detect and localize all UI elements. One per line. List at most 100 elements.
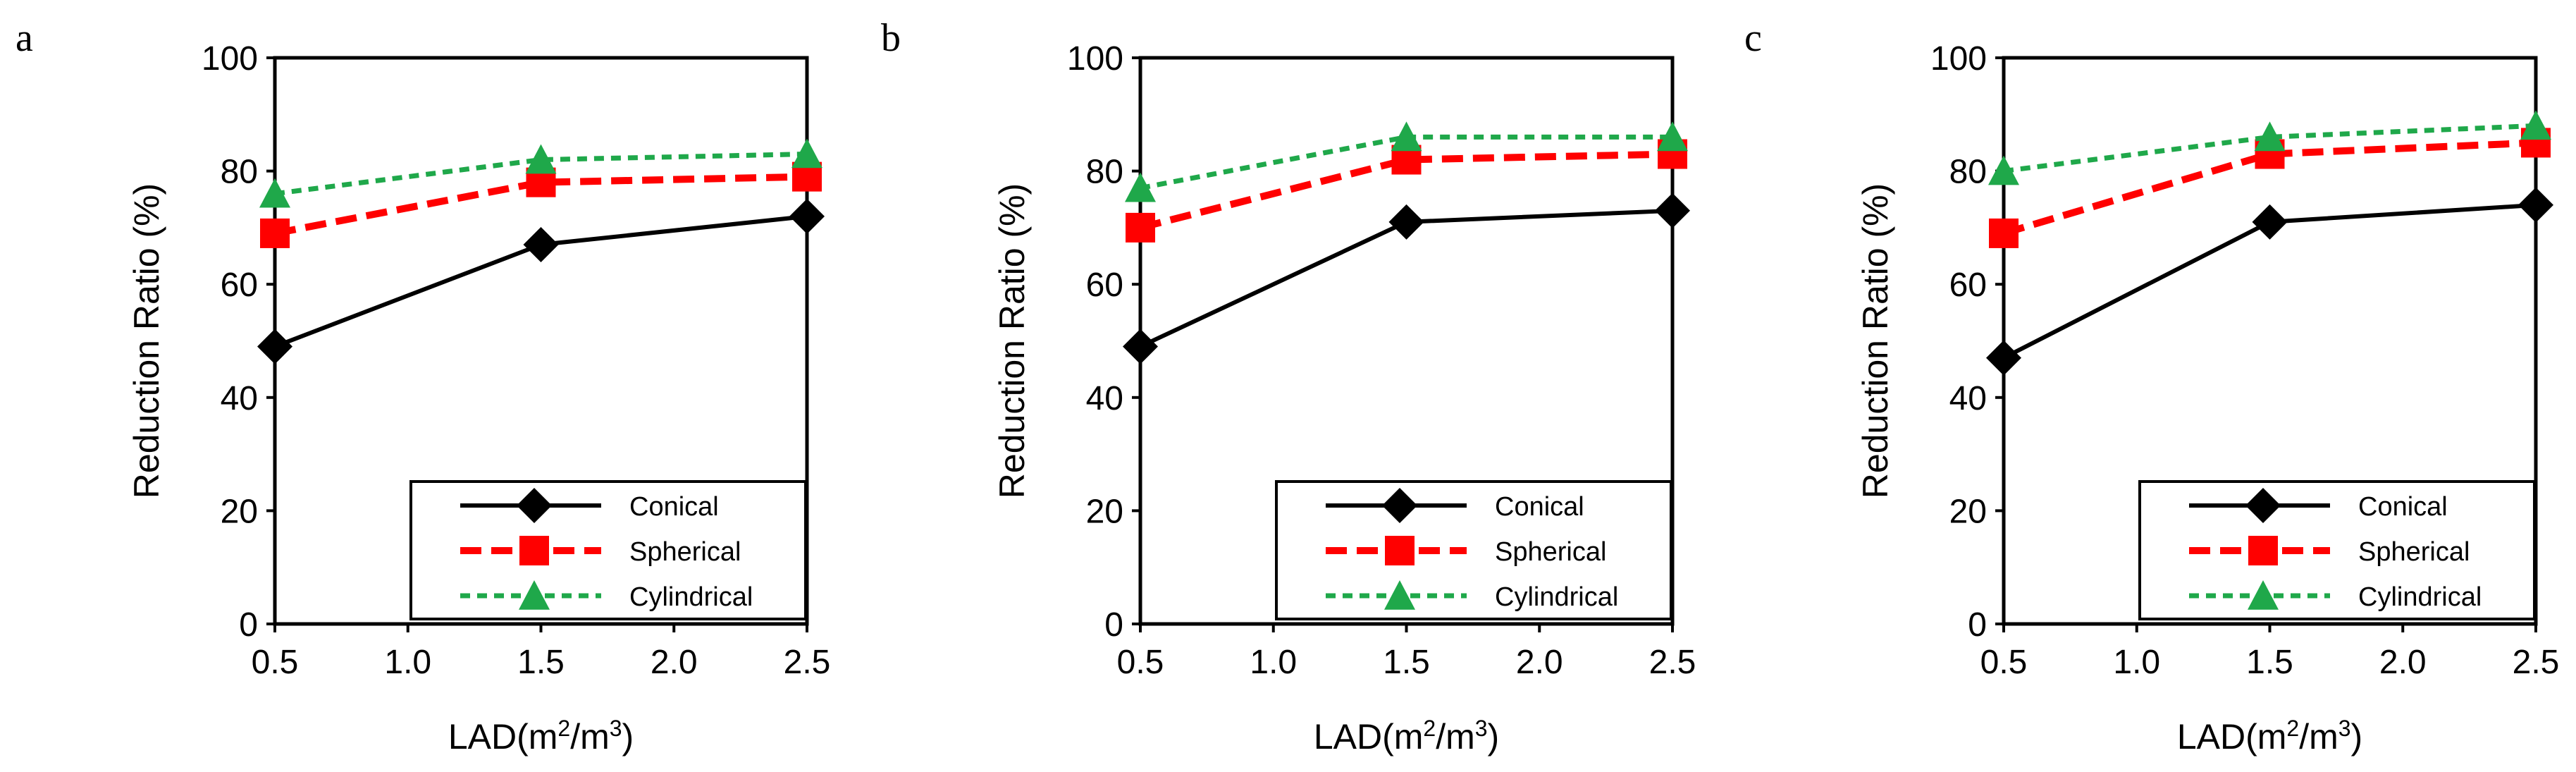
x-tick-label: 2.5 bbox=[784, 644, 831, 681]
legend-label: Conical bbox=[629, 492, 719, 522]
data-point bbox=[1655, 192, 1690, 228]
x-axis-title-part: 2 bbox=[2286, 716, 2299, 741]
legend-label: Cylindrical bbox=[2358, 582, 2482, 612]
legend-label: Cylindrical bbox=[1495, 582, 1618, 612]
x-tick-label: 2.5 bbox=[2513, 644, 2560, 681]
y-tick-label: 0 bbox=[1968, 606, 1987, 644]
x-axis-title-part: 3 bbox=[1475, 716, 1488, 741]
x-tick-label: 0.5 bbox=[1117, 644, 1164, 681]
data-point bbox=[2252, 204, 2288, 240]
x-axis-title-part: 3 bbox=[2338, 716, 2351, 741]
x-axis-title-part: 3 bbox=[610, 716, 622, 741]
data-point bbox=[260, 218, 290, 248]
data-point bbox=[789, 198, 825, 234]
series-line bbox=[2003, 123, 2537, 174]
series-line bbox=[274, 173, 808, 237]
y-tick-label: 40 bbox=[1086, 380, 1123, 417]
x-tick-label: 2.0 bbox=[2379, 644, 2427, 681]
panel-letter: b bbox=[881, 16, 901, 60]
y-tick-label: 60 bbox=[1949, 266, 1987, 304]
y-tick-label: 100 bbox=[1067, 40, 1123, 78]
series-conical bbox=[257, 198, 825, 364]
x-axis-title-part: ) bbox=[1488, 717, 1500, 756]
x-tick-label: 2.0 bbox=[1516, 644, 1563, 681]
x-tick-label: 1.0 bbox=[1250, 644, 1297, 681]
y-axis-title: Reduction Ratio (%) bbox=[1856, 183, 1895, 498]
x-axis-title-part: LAD(m bbox=[448, 717, 558, 756]
legend-marker bbox=[2248, 580, 2279, 610]
data-point bbox=[1986, 340, 2021, 376]
data-point bbox=[2518, 187, 2553, 223]
series-line bbox=[2002, 139, 2537, 237]
y-tick-label: 80 bbox=[1949, 154, 1987, 191]
y-tick-label: 0 bbox=[1104, 606, 1123, 644]
data-point bbox=[1657, 121, 1688, 152]
series-cylindrical bbox=[1125, 121, 1688, 202]
x-tick-label: 0.5 bbox=[252, 644, 299, 681]
y-tick-label: 40 bbox=[221, 380, 258, 417]
y-tick-label: 0 bbox=[239, 606, 258, 644]
x-axis-title: LAD(m2/m3) bbox=[2177, 716, 2362, 756]
data-point bbox=[525, 144, 557, 174]
y-axis-title: Reduction Ratio (%) bbox=[127, 183, 166, 498]
y-tick-label: 40 bbox=[1949, 380, 1987, 417]
data-point bbox=[259, 178, 290, 208]
chart-panel-a: a 0 20 40 60 80 100 0.5 1.0 1.5 2.0 2.5 Reduction Ra… bbox=[16, 16, 830, 756]
legend-marker bbox=[519, 580, 550, 610]
x-tick-label: 1.5 bbox=[517, 644, 565, 681]
x-axis-title-part: /m bbox=[570, 717, 610, 756]
x-tick-label: 1.0 bbox=[2113, 644, 2160, 681]
data-point bbox=[1123, 329, 1158, 364]
legend-marker bbox=[517, 488, 552, 523]
y-axis-title: Reduction Ratio (%) bbox=[992, 183, 1032, 498]
legend-label: Spherical bbox=[629, 537, 741, 567]
y-tick-label: 20 bbox=[221, 493, 258, 530]
x-axis-title: LAD(m2/m3) bbox=[448, 716, 634, 756]
data-point bbox=[1989, 218, 2019, 248]
data-point bbox=[2254, 121, 2286, 152]
data-point bbox=[257, 329, 292, 364]
x-axis-title-part: /m bbox=[2299, 717, 2338, 756]
legend-marker bbox=[1385, 536, 1415, 565]
x-tick-label: 1.5 bbox=[1383, 644, 1430, 681]
series-conical bbox=[1986, 187, 2553, 376]
x-axis-title-part: /m bbox=[1436, 717, 1475, 756]
legend-label: Conical bbox=[1495, 492, 1584, 522]
series-line bbox=[274, 152, 808, 197]
legend-label: Cylindrical bbox=[629, 582, 753, 612]
x-axis-title-part: 2 bbox=[1423, 716, 1436, 741]
chart-panel-b: b 0 20 40 60 80 100 0.5 1.0 1.5 2.0 2.5 Reduction Ra… bbox=[881, 16, 1696, 756]
chart-panel-c: c 0 20 40 60 80 100 0.5 1.0 1.5 2.0 2.5 Reduction Ra… bbox=[1744, 16, 2559, 756]
legend: Conical Spherical Cylindrical bbox=[409, 480, 807, 620]
data-point bbox=[1125, 172, 1156, 202]
x-axis-title-part: ) bbox=[2351, 717, 2363, 756]
legend-label: Spherical bbox=[1495, 537, 1606, 567]
series-line bbox=[1139, 150, 1673, 231]
data-point bbox=[1388, 204, 1424, 240]
y-tick-label: 100 bbox=[202, 40, 258, 78]
x-tick-label: 2.0 bbox=[651, 644, 698, 681]
y-tick-label: 80 bbox=[221, 154, 258, 191]
x-axis-title: LAD(m2/m3) bbox=[1314, 716, 1499, 756]
panel-letter: a bbox=[16, 16, 33, 60]
series-cylindrical bbox=[1988, 110, 2551, 185]
y-tick-label: 60 bbox=[1086, 266, 1123, 304]
x-axis-title-part: ) bbox=[622, 717, 634, 756]
y-tick-label: 100 bbox=[1930, 40, 1987, 78]
x-axis-title-part: 2 bbox=[557, 716, 570, 741]
x-tick-label: 1.5 bbox=[2246, 644, 2293, 681]
series-conical bbox=[1123, 192, 1690, 364]
legend-marker bbox=[1382, 488, 1417, 523]
legend-marker bbox=[1384, 580, 1415, 610]
legend: Conical Spherical Cylindrical bbox=[1275, 480, 1672, 620]
legend-marker bbox=[2245, 488, 2281, 523]
panel-letter: c bbox=[1744, 16, 1762, 60]
data-point bbox=[1988, 155, 2019, 185]
data-point bbox=[2520, 110, 2551, 140]
y-tick-label: 60 bbox=[221, 266, 258, 304]
y-tick-label: 20 bbox=[1949, 493, 1987, 530]
y-tick-label: 20 bbox=[1086, 493, 1123, 530]
series-cylindrical bbox=[259, 138, 822, 208]
y-tick-label: 80 bbox=[1086, 154, 1123, 191]
